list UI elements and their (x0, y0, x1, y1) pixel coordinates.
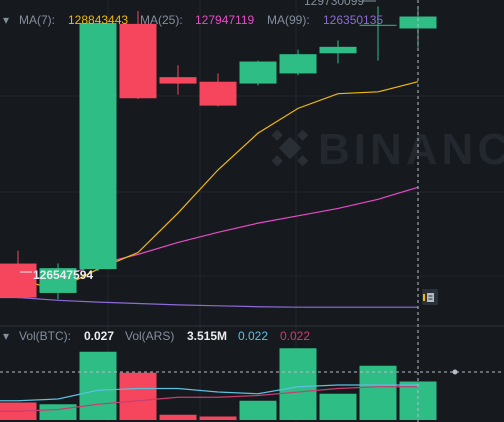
volume-bar[interactable] (399, 381, 437, 421)
vol-ars-label: Vol(ARS) (125, 329, 174, 343)
candle[interactable] (119, 11, 157, 100)
ma7-value: 128843443 (68, 13, 128, 27)
ma25-line (0, 186, 419, 279)
candle-body (159, 77, 197, 84)
candle-body (119, 23, 157, 99)
low-annotation: 126547594 (20, 268, 93, 282)
candle[interactable] (39, 263, 77, 300)
price-legend: ▾ MA(7): 128843443 MA(25): 127947119 MA(… (3, 13, 383, 27)
candle[interactable] (279, 49, 317, 76)
vol-ma10-value: 0.022 (280, 329, 310, 343)
candle-body (319, 46, 357, 54)
candle-body (279, 54, 317, 74)
volume-bar[interactable] (39, 404, 77, 420)
candle[interactable] (159, 65, 197, 95)
ma25-label: MA(25): (140, 13, 183, 27)
candle-body (199, 81, 237, 106)
vol-ma5-value: 0.022 (238, 329, 268, 343)
flag-icon (423, 294, 425, 301)
candle[interactable] (319, 40, 357, 64)
candle-body (359, 24, 397, 26)
candle-body (79, 22, 117, 270)
volume-bar[interactable] (199, 416, 237, 421)
candle-body (39, 268, 77, 293)
candle[interactable] (0, 250, 37, 299)
candle-body (239, 61, 277, 84)
ma99-line (0, 296, 418, 308)
high-price-label: 129730099 (304, 0, 364, 8)
volume-bar[interactable] (159, 414, 197, 420)
volume-bar[interactable] (319, 393, 357, 420)
watermark-text: BINANCE (318, 125, 504, 174)
candle[interactable] (239, 60, 277, 86)
volume-moving-averages (0, 384, 418, 412)
chart-settings-button[interactable] (422, 289, 438, 305)
note-icon (427, 293, 434, 302)
vol-ma10-line (0, 386, 418, 412)
volume-bar[interactable] (279, 348, 317, 420)
volume-bar[interactable] (79, 351, 117, 420)
vol-ars-value: 3.515M (187, 329, 227, 343)
crosshair-dot (452, 369, 458, 375)
ma99-value: 126350135 (323, 13, 383, 27)
candle[interactable] (199, 73, 237, 107)
volume-legend: ▾ Vol(BTC): 0.027 Vol(ARS) 3.515M 0.022 … (3, 329, 310, 343)
ma7-label: MA(7): (19, 13, 55, 27)
candles[interactable] (0, 6, 437, 300)
volume-bar[interactable] (359, 365, 397, 420)
watermark: BINANCE (271, 125, 504, 174)
ma7-line (0, 81, 419, 290)
candle[interactable] (79, 22, 117, 271)
high-annotation: 129730099 (304, 0, 376, 8)
ma25-value: 127947119 (195, 13, 255, 27)
low-price-label: 126547594 (33, 268, 93, 282)
vol-btc-value: 0.027 (84, 329, 114, 343)
legend-chevron-icon[interactable]: ▾ (3, 13, 9, 27)
volume-bar[interactable] (239, 400, 277, 420)
volume-bars[interactable] (0, 348, 437, 420)
candle-body (0, 263, 37, 298)
volume-chevron-icon[interactable]: ▾ (3, 329, 9, 343)
candle-body (399, 16, 437, 29)
candle[interactable] (359, 6, 397, 61)
volume-bar[interactable] (119, 372, 157, 420)
vol-btc-label: Vol(BTC): (19, 329, 71, 343)
vol-ma5-line (0, 384, 418, 402)
ma99-label: MA(99): (267, 13, 310, 27)
